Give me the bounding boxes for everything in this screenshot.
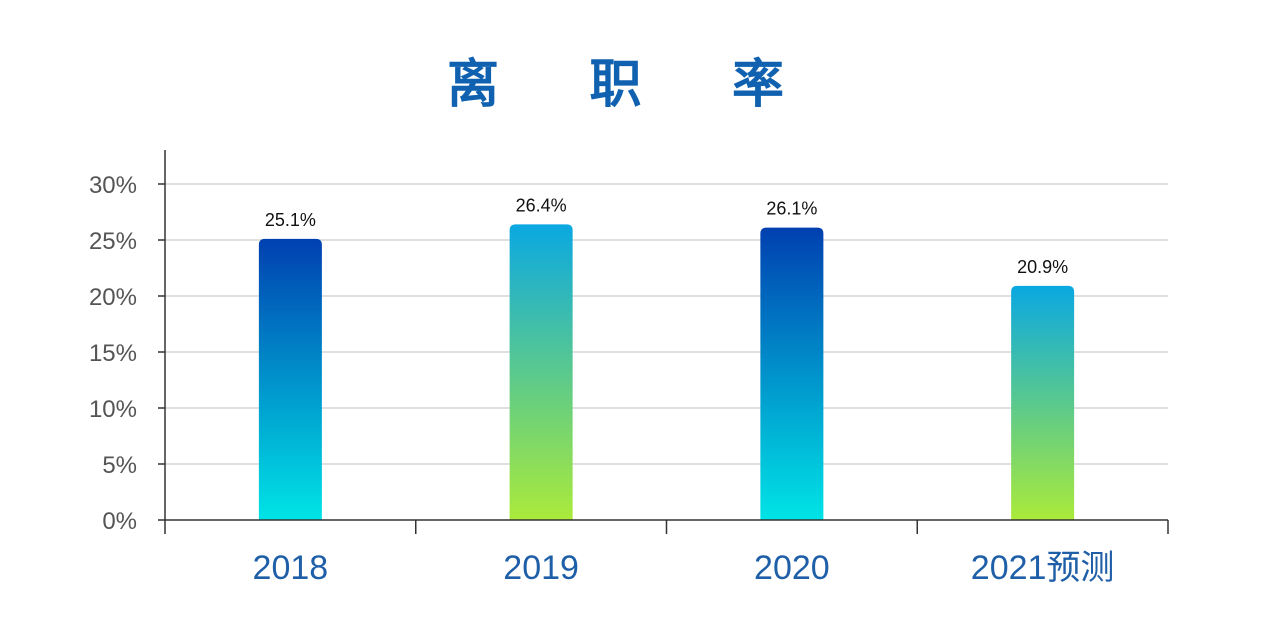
y-tick-label: 25% [89, 228, 137, 255]
x-tick-label: 2018 [253, 549, 329, 587]
bars [258, 224, 1075, 520]
x-tick-label: 2021预测 [971, 549, 1115, 587]
y-tick-label: 0% [102, 508, 137, 535]
bar [509, 224, 573, 520]
x-tick-label: 2019 [503, 549, 579, 587]
y-tick-label: 15% [89, 340, 137, 367]
y-tick-label: 5% [102, 452, 137, 479]
bar [1011, 285, 1075, 520]
y-tick-label: 20% [89, 284, 137, 311]
data-label: 26.4% [516, 195, 567, 215]
y-tick-label: 10% [89, 396, 137, 423]
labels: 0% 5% 10% 15% 20% 25% 30% 25.1% 2018 26.4% 2019 26.… [89, 172, 1114, 587]
data-label: 26.1% [766, 199, 817, 219]
y-tick-label: 30% [89, 172, 137, 199]
data-label: 25.1% [265, 210, 316, 230]
data-label: 20.9% [1017, 257, 1068, 277]
x-tick-label: 2020 [754, 549, 830, 587]
gridlines [165, 183, 1168, 465]
chart-title: 离 职 率 [447, 56, 822, 114]
bar [760, 227, 824, 520]
axes [158, 150, 1169, 534]
bar [258, 238, 322, 520]
